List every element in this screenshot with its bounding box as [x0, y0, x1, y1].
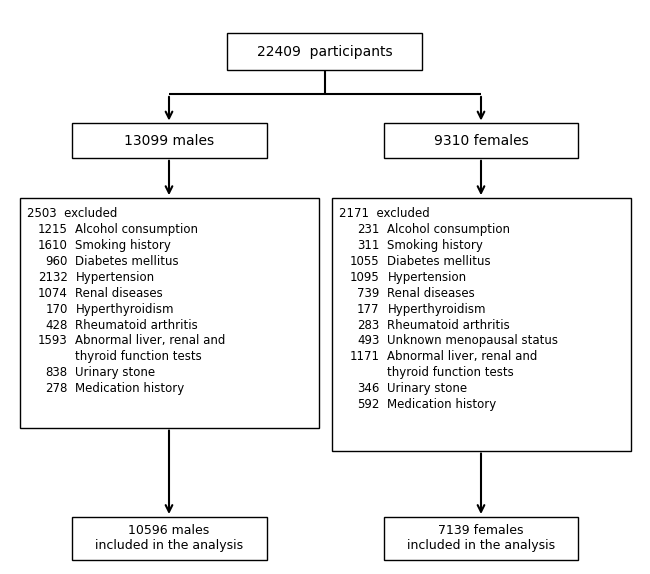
Text: 1593: 1593 [38, 335, 68, 347]
Text: 311: 311 [358, 239, 380, 252]
Text: Hyperthyroidism: Hyperthyroidism [75, 302, 174, 316]
Text: Smoking history: Smoking history [387, 239, 484, 252]
Text: 838: 838 [46, 366, 68, 379]
Text: 1095: 1095 [350, 271, 380, 284]
Text: Medication history: Medication history [387, 398, 497, 411]
Text: Hypertension: Hypertension [75, 271, 155, 284]
Text: Smoking history: Smoking history [75, 239, 171, 252]
Text: 7139 females
included in the analysis: 7139 females included in the analysis [407, 525, 555, 552]
Text: 2171  excluded: 2171 excluded [339, 207, 430, 220]
Text: 2132: 2132 [38, 271, 68, 284]
Text: 9310 females: 9310 females [434, 134, 528, 148]
Text: thyroid function tests: thyroid function tests [387, 366, 514, 379]
Text: Renal diseases: Renal diseases [75, 286, 163, 300]
Text: Abnormal liver, renal and: Abnormal liver, renal and [75, 335, 226, 347]
FancyBboxPatch shape [72, 517, 266, 560]
Text: Medication history: Medication history [75, 382, 185, 395]
Text: 739: 739 [358, 286, 380, 300]
Text: Unknown menopausal status: Unknown menopausal status [387, 335, 558, 347]
Text: 170: 170 [46, 302, 68, 316]
FancyBboxPatch shape [20, 198, 318, 428]
Text: 592: 592 [358, 398, 380, 411]
FancyBboxPatch shape [384, 517, 578, 560]
Text: Diabetes mellitus: Diabetes mellitus [75, 255, 179, 268]
Text: Renal diseases: Renal diseases [387, 286, 475, 300]
Text: 283: 283 [358, 319, 380, 332]
Text: 346: 346 [358, 382, 380, 395]
FancyBboxPatch shape [384, 123, 578, 158]
Text: Urinary stone: Urinary stone [387, 382, 467, 395]
Text: Rheumatoid arthritis: Rheumatoid arthritis [75, 319, 198, 332]
Text: Abnormal liver, renal and: Abnormal liver, renal and [387, 350, 538, 363]
Text: 1171: 1171 [350, 350, 380, 363]
Text: Rheumatoid arthritis: Rheumatoid arthritis [387, 319, 510, 332]
Text: 428: 428 [46, 319, 68, 332]
Text: 960: 960 [46, 255, 68, 268]
Text: Diabetes mellitus: Diabetes mellitus [387, 255, 491, 268]
Text: 13099 males: 13099 males [124, 134, 214, 148]
Text: 1074: 1074 [38, 286, 68, 300]
Text: 177: 177 [357, 302, 380, 316]
Text: 493: 493 [358, 335, 380, 347]
Text: 22409  participants: 22409 participants [257, 45, 393, 59]
Text: 1055: 1055 [350, 255, 380, 268]
Text: 231: 231 [358, 223, 380, 236]
Text: 1215: 1215 [38, 223, 68, 236]
Text: 278: 278 [46, 382, 68, 395]
FancyBboxPatch shape [72, 123, 266, 158]
Text: Alcohol consumption: Alcohol consumption [75, 223, 198, 236]
Text: Alcohol consumption: Alcohol consumption [387, 223, 510, 236]
Text: 1610: 1610 [38, 239, 68, 252]
Text: Hypertension: Hypertension [387, 271, 467, 284]
Text: 2503  excluded: 2503 excluded [27, 207, 118, 220]
Text: Urinary stone: Urinary stone [75, 366, 155, 379]
Text: Hyperthyroidism: Hyperthyroidism [387, 302, 486, 316]
FancyBboxPatch shape [332, 198, 630, 451]
Text: 10596 males
included in the analysis: 10596 males included in the analysis [95, 525, 243, 552]
FancyBboxPatch shape [227, 33, 422, 70]
Text: thyroid function tests: thyroid function tests [75, 350, 202, 363]
